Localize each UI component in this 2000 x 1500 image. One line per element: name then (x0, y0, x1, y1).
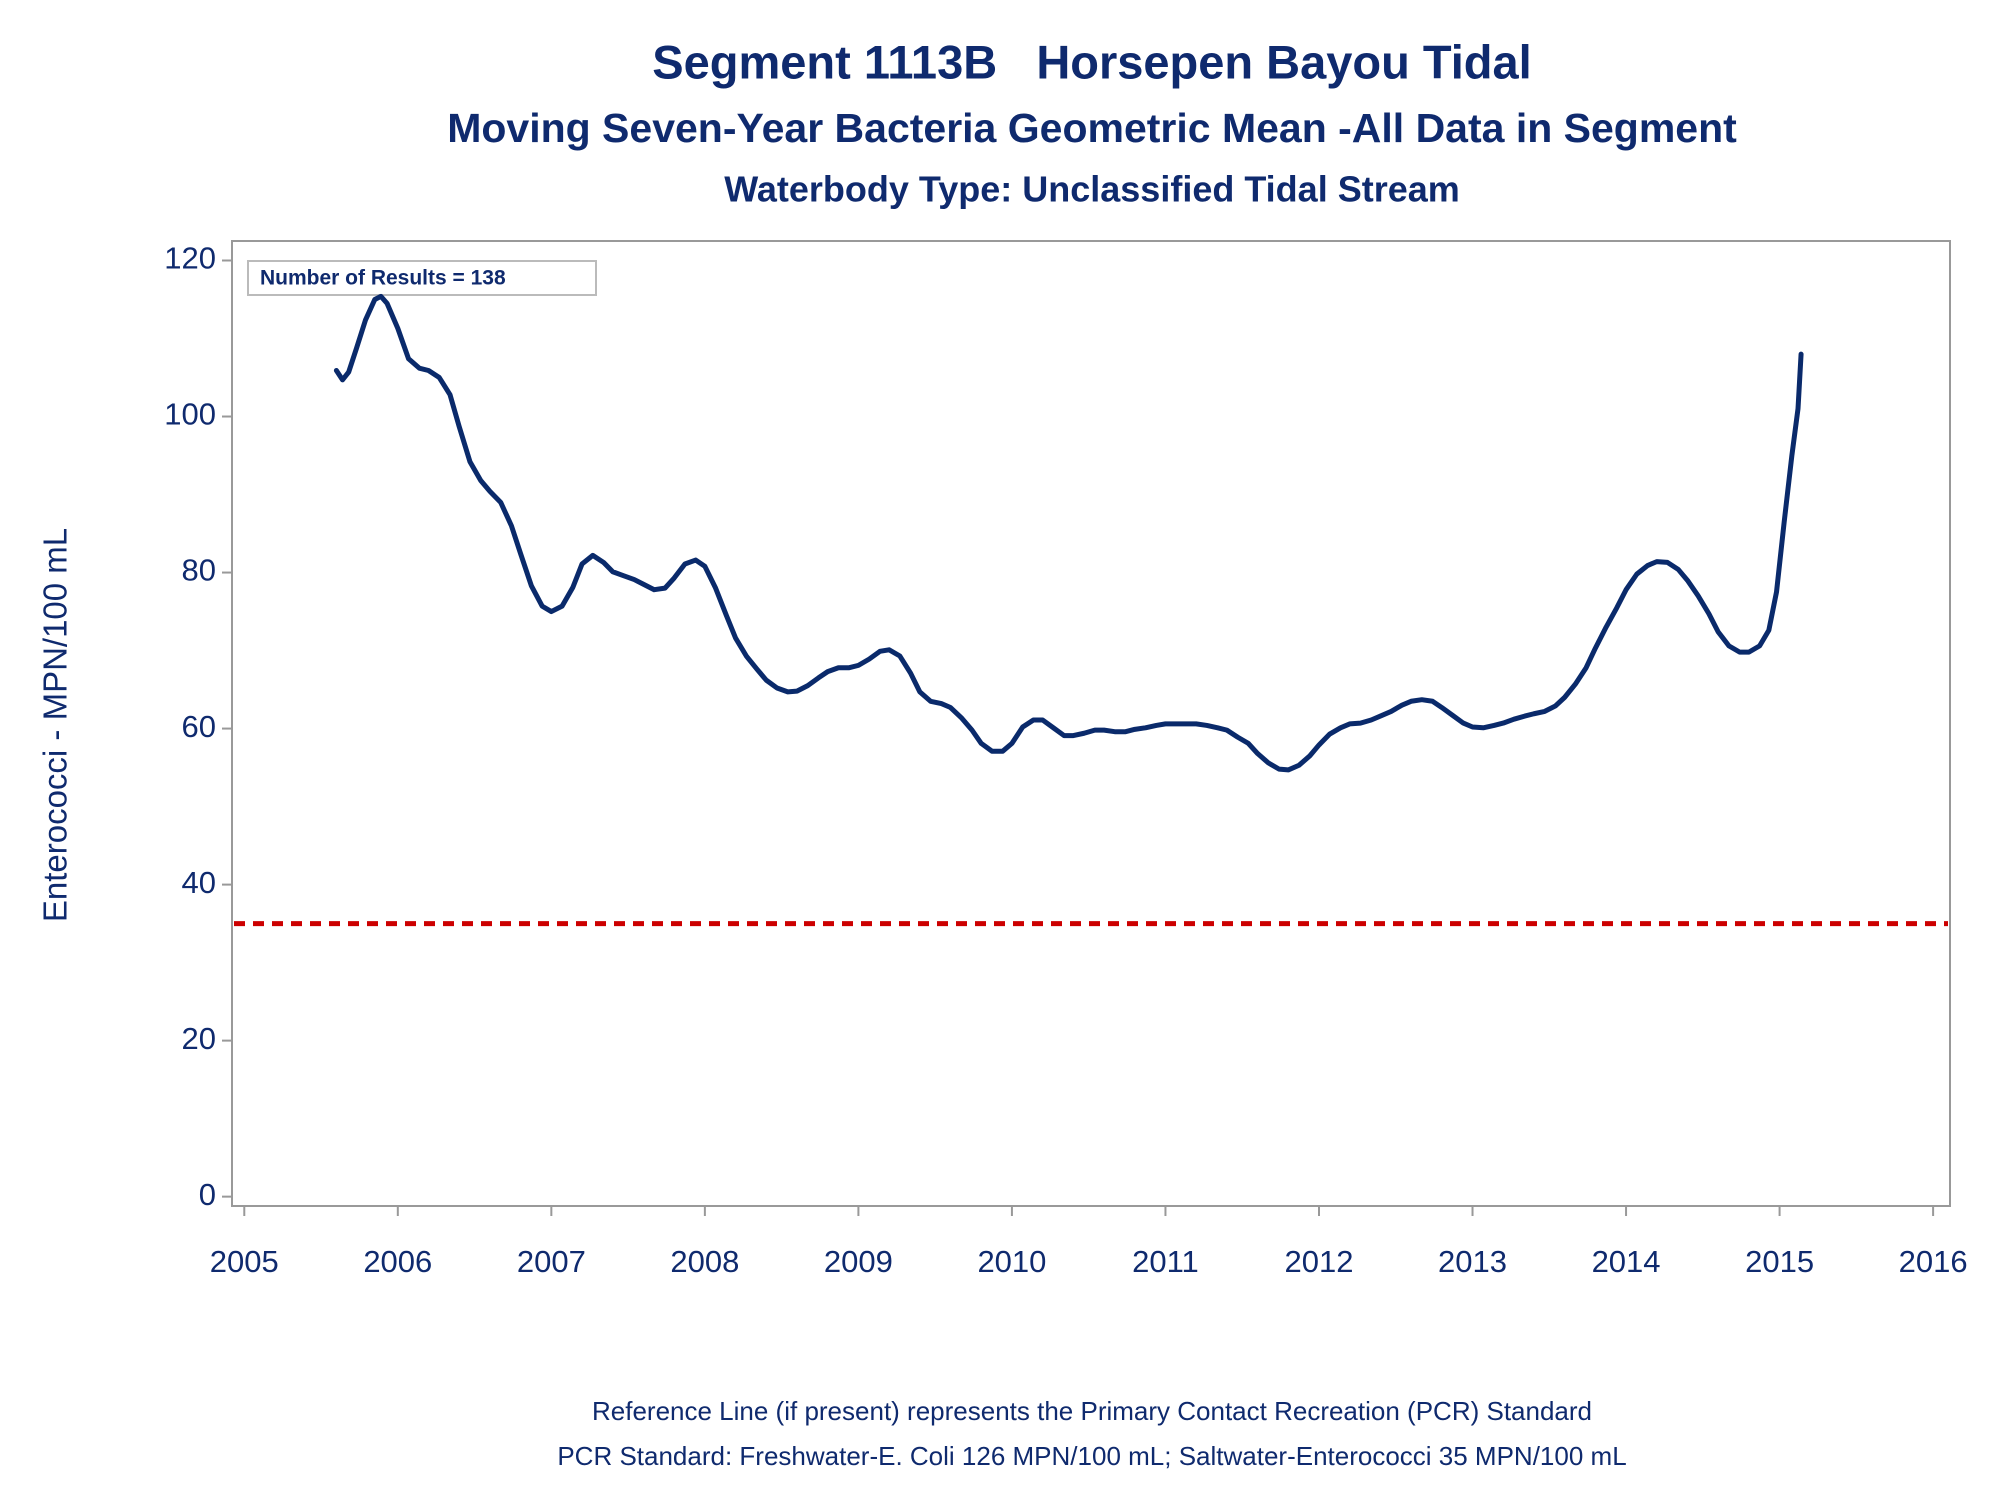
x-tick-label: 2005 (210, 1244, 279, 1279)
y-tick-label: 80 (182, 553, 216, 588)
x-tick-label: 2006 (363, 1244, 432, 1279)
x-tick-label: 2012 (1285, 1244, 1354, 1279)
chart-subtitle: Moving Seven-Year Bacteria Geometric Mea… (447, 105, 1737, 151)
y-tick-label: 20 (182, 1021, 216, 1056)
y-tick-label: 0 (199, 1177, 216, 1212)
chart-subtitle: Waterbody Type: Unclassified Tidal Strea… (724, 169, 1460, 210)
annotation-box (247, 260, 597, 296)
x-tick-label: 2008 (670, 1244, 739, 1279)
annotation: Number of Results = 138 (260, 267, 506, 290)
x-tick-label: 2014 (1592, 1244, 1661, 1279)
y-tick-label: 40 (182, 865, 216, 900)
x-tick-label: 2007 (517, 1244, 586, 1279)
chart-title: Segment 1113B Horsepen Bayou Tidal (652, 35, 1531, 88)
footnote: PCR Standard: Freshwater-E. Coli 126 MPN… (557, 1441, 1626, 1471)
footnote: Reference Line (if present) represents t… (592, 1396, 1592, 1426)
x-tick-label: 2016 (1899, 1244, 1968, 1279)
x-tick-label: 2015 (1745, 1244, 1814, 1279)
y-tick-label: 100 (164, 397, 216, 432)
x-tick-label: 2011 (1132, 1244, 1199, 1279)
y-axis-label: Enterococci - MPN/100 mL (37, 528, 74, 922)
y-tick-label: 120 (164, 241, 216, 276)
x-tick-label: 2010 (977, 1244, 1046, 1279)
plot-frame (231, 240, 1951, 1207)
x-tick-label: 2013 (1438, 1244, 1507, 1279)
y-tick-label: 60 (182, 709, 216, 744)
data-line (333, 293, 1804, 773)
x-tick-label: 2009 (824, 1244, 893, 1279)
